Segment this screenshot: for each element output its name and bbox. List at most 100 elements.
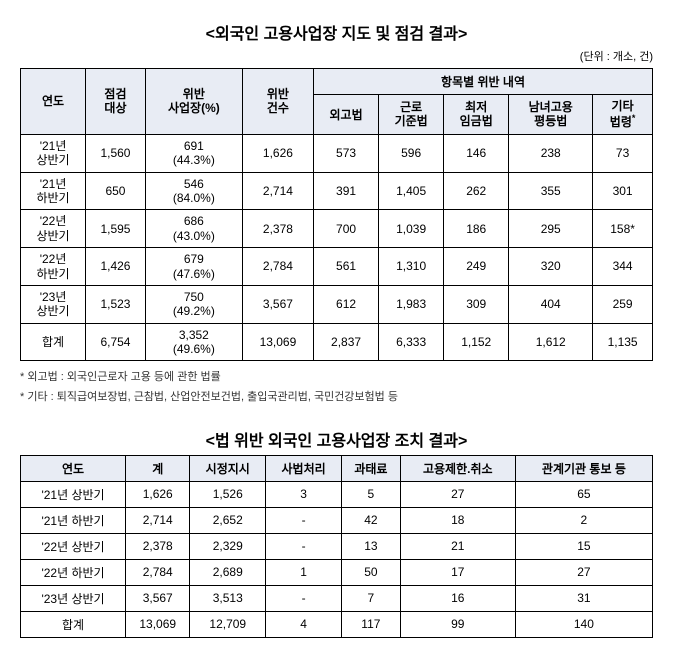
cell: 2,652 [190, 507, 266, 533]
cell: 2,784 [242, 248, 313, 286]
cell: 140 [515, 611, 652, 637]
th2-c4: 고용제한.취소 [400, 455, 515, 481]
cell: 73 [593, 134, 653, 172]
cell: 1,135 [593, 323, 653, 361]
cell: '21년 상반기 [21, 481, 126, 507]
cell: 1,612 [509, 323, 593, 361]
cell: 50 [341, 559, 400, 585]
cell: 27 [400, 481, 515, 507]
cell: 2,784 [126, 559, 190, 585]
table-row: '22년 상반기2,3782,329-132115 [21, 533, 653, 559]
cell: '21년하반기 [21, 172, 86, 210]
table-row: '22년 하반기2,7842,6891501727 [21, 559, 653, 585]
table-row: 합계13,06912,709411799140 [21, 611, 653, 637]
cell: 249 [444, 248, 509, 286]
th-breakdown-group: 항목별 위반 내역 [314, 69, 653, 95]
cell: 21 [400, 533, 515, 559]
cell: 3,352(49.6%) [145, 323, 242, 361]
cell: 301 [593, 172, 653, 210]
table-row: 합계6,7543,352(49.6%)13,0692,8376,3331,152… [21, 323, 653, 361]
cell: 546(84.0%) [145, 172, 242, 210]
cell: 17 [400, 559, 515, 585]
cell: 679(47.6%) [145, 248, 242, 286]
th2-c1: 시정지시 [190, 455, 266, 481]
cell: - [266, 507, 342, 533]
table-row: '23년상반기1,523750(49.2%)3,5676121,98330940… [21, 285, 653, 323]
table-row: '21년 하반기2,7142,652-42182 [21, 507, 653, 533]
cell: 13 [341, 533, 400, 559]
note-line: * 기타 : 퇴직급여보장법, 근참법, 산업안전보건법, 출입국관리법, 국민… [20, 389, 653, 407]
cell: '21년 하반기 [21, 507, 126, 533]
table2-title: <법 위반 외국인 고용사업장 조치 결과> [20, 427, 653, 451]
cell: 1,405 [379, 172, 444, 210]
cell: 391 [314, 172, 379, 210]
cell: 691(44.3%) [145, 134, 242, 172]
cell: 7 [341, 585, 400, 611]
th-b5: 기타법령* [593, 95, 653, 135]
cell: 404 [509, 285, 593, 323]
cell: 1 [266, 559, 342, 585]
cell: - [266, 533, 342, 559]
th-b1: 외고법 [314, 95, 379, 135]
cell: 합계 [21, 323, 86, 361]
th-year: 연도 [21, 69, 86, 135]
cell: - [266, 585, 342, 611]
cell: 1,626 [126, 481, 190, 507]
cell: 2,714 [126, 507, 190, 533]
table1-title: <외국인 고용사업장 지도 및 점검 결과> [20, 20, 653, 44]
cell: 158* [593, 210, 653, 248]
table1-notes: * 외고법 : 외국인근로자 고용 등에 관한 법률 * 기타 : 퇴직급여보장… [20, 369, 653, 406]
cell: 2,329 [190, 533, 266, 559]
cell: 6,333 [379, 323, 444, 361]
cell: 1,526 [190, 481, 266, 507]
cell: 99 [400, 611, 515, 637]
table-row: '22년하반기1,426679(47.6%)2,7845611,31024932… [21, 248, 653, 286]
cell: 1,983 [379, 285, 444, 323]
cell: 309 [444, 285, 509, 323]
cell: 355 [509, 172, 593, 210]
cell: '22년 상반기 [21, 533, 126, 559]
cell: 344 [593, 248, 653, 286]
cell: 750(49.2%) [145, 285, 242, 323]
th-violating: 위반사업장(%) [145, 69, 242, 135]
cell: 146 [444, 134, 509, 172]
cell: 596 [379, 134, 444, 172]
cell: 31 [515, 585, 652, 611]
cell: 295 [509, 210, 593, 248]
cell: 3,567 [126, 585, 190, 611]
cell: 12,709 [190, 611, 266, 637]
table-row: '21년하반기650546(84.0%)2,7143911,4052623553… [21, 172, 653, 210]
cell: 3,567 [242, 285, 313, 323]
table1-unit: (단위 : 개소, 건) [20, 48, 653, 64]
th-target: 점검대상 [86, 69, 146, 135]
th-b2: 근로기준법 [379, 95, 444, 135]
cell: 262 [444, 172, 509, 210]
cell: 1,523 [86, 285, 146, 323]
cell: 65 [515, 481, 652, 507]
cell: 2,689 [190, 559, 266, 585]
table-row: '21년 상반기1,6261,526352765 [21, 481, 653, 507]
cell: 2,378 [126, 533, 190, 559]
cell: 2,714 [242, 172, 313, 210]
cell: 1,595 [86, 210, 146, 248]
cell: 700 [314, 210, 379, 248]
cell: 18 [400, 507, 515, 533]
cell: 573 [314, 134, 379, 172]
cell: '23년 상반기 [21, 585, 126, 611]
th2-c2: 사법처리 [266, 455, 342, 481]
cell: 1,152 [444, 323, 509, 361]
th-b3: 최저임금법 [444, 95, 509, 135]
cell: 320 [509, 248, 593, 286]
cell: 1,310 [379, 248, 444, 286]
cell: 1,039 [379, 210, 444, 248]
th-count: 위반건수 [242, 69, 313, 135]
cell: 15 [515, 533, 652, 559]
cell: 27 [515, 559, 652, 585]
cell: 1,560 [86, 134, 146, 172]
cell: '21년상반기 [21, 134, 86, 172]
cell: 6,754 [86, 323, 146, 361]
cell: 186 [444, 210, 509, 248]
cell: 2,378 [242, 210, 313, 248]
cell: 42 [341, 507, 400, 533]
cell: 16 [400, 585, 515, 611]
